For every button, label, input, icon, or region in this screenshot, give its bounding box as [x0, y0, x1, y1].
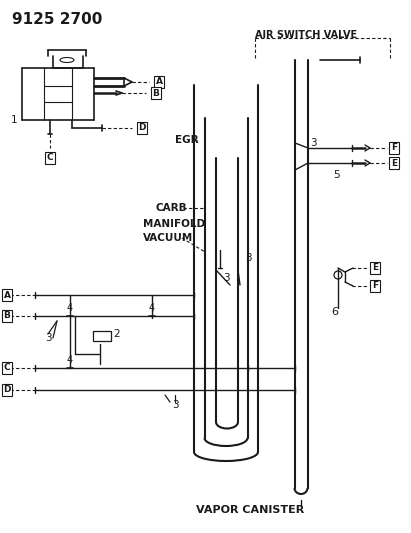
Text: AIR SWITCH VALVE: AIR SWITCH VALVE — [255, 30, 357, 40]
Text: 3: 3 — [172, 400, 178, 410]
Text: 4: 4 — [67, 355, 73, 365]
Bar — [93, 331, 111, 341]
Text: 4: 4 — [149, 303, 155, 313]
Text: A: A — [155, 77, 162, 86]
Text: C: C — [4, 364, 10, 373]
Text: 2: 2 — [114, 329, 120, 339]
Text: 6: 6 — [332, 307, 339, 317]
Text: F: F — [391, 143, 397, 152]
Text: 1: 1 — [11, 115, 17, 125]
Text: A: A — [4, 290, 11, 300]
Text: 9125 2700: 9125 2700 — [12, 12, 102, 28]
Text: MANIFOLD: MANIFOLD — [143, 219, 205, 229]
Text: 3: 3 — [223, 273, 229, 283]
Text: 3: 3 — [45, 333, 51, 343]
Text: D: D — [3, 385, 11, 394]
Text: 3: 3 — [309, 138, 316, 148]
Text: E: E — [391, 158, 397, 167]
Text: B: B — [152, 88, 159, 98]
Text: D: D — [138, 124, 146, 133]
Text: VACUUM: VACUUM — [143, 233, 193, 243]
Text: 5: 5 — [334, 170, 340, 180]
Text: VAPOR CANISTER: VAPOR CANISTER — [196, 505, 304, 515]
Text: C: C — [47, 154, 53, 163]
Text: CARB: CARB — [155, 203, 187, 213]
Text: 3: 3 — [245, 253, 251, 263]
Text: B: B — [4, 311, 10, 320]
Text: F: F — [372, 281, 378, 290]
Text: 4: 4 — [67, 303, 73, 313]
Text: EGR: EGR — [175, 135, 199, 145]
Text: E: E — [372, 263, 378, 272]
